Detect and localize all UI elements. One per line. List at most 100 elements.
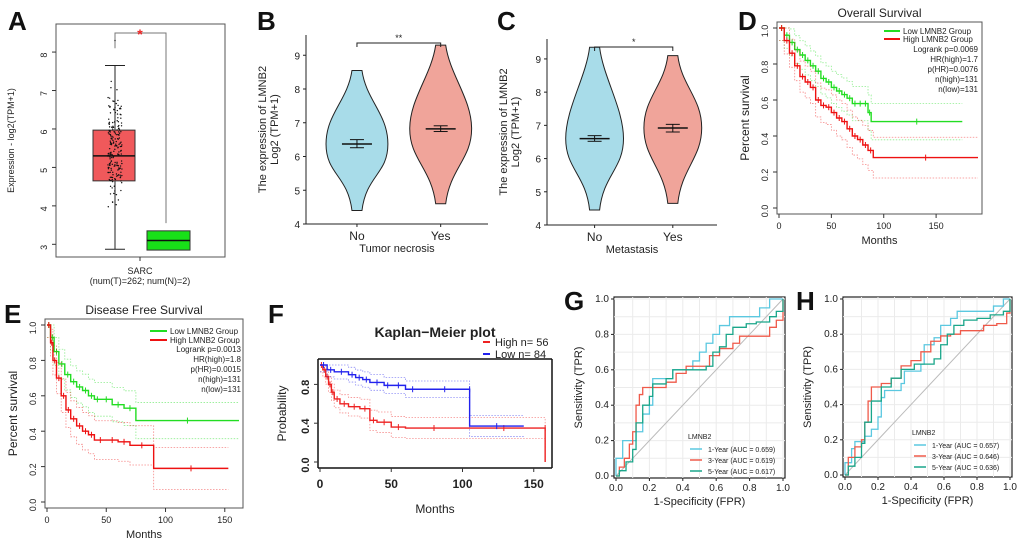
jitter-point [109, 112, 112, 114]
violin-yes [409, 44, 473, 205]
jitter-point [121, 174, 123, 177]
km-curve-low [47, 324, 239, 422]
jitter-point [109, 152, 112, 154]
jitter-point [108, 147, 111, 150]
jitter-point [118, 132, 121, 134]
confidence-band-lower [47, 336, 229, 490]
jitter-point [114, 161, 116, 164]
x-tick-label: 50 [101, 515, 111, 525]
y-tick-label: 0.0 [300, 457, 312, 472]
jitter-point [121, 168, 123, 170]
y-tick-label: 8 [535, 88, 541, 99]
jitter-point [116, 163, 118, 165]
stat-label: Logrank p=0.0013 [176, 345, 241, 354]
jitter-point [109, 106, 111, 108]
jitter-point [110, 179, 112, 182]
y-tick-label: 0.8 [824, 329, 838, 340]
x-tick-label: 100 [158, 515, 173, 525]
stat-label: n(high)=131 [198, 375, 241, 384]
jitter-point [115, 193, 118, 196]
jitter-point [110, 167, 112, 170]
y-tick-label: 8 [294, 85, 300, 96]
jitter-point [113, 185, 116, 187]
jitter-point [108, 164, 111, 166]
panel-label-c: C [497, 6, 516, 36]
jitter-point [119, 165, 122, 167]
jitter-point [107, 206, 109, 208]
legend-label: High LMNB2 Group [903, 35, 973, 44]
jitter-point [115, 143, 117, 145]
x-tick-label: 100 [452, 477, 472, 491]
y-tick-label: 0.2 [824, 435, 838, 446]
jitter-point [115, 102, 118, 105]
jitter-point [118, 143, 120, 146]
jitter-point [111, 138, 113, 140]
jitter-point [109, 171, 111, 173]
significance-marker: * [632, 37, 636, 47]
panel-d-km: 0 50 100 150 0.0 0.2 0.4 0.6 0.8 1.0 Overall Survi… [738, 6, 983, 247]
stat-label: n(high)=131 [935, 75, 978, 84]
panel-label-a: A [8, 6, 27, 36]
jitter-point [120, 145, 123, 148]
jitter-point [109, 153, 111, 156]
y-tick-label: 4 [39, 206, 49, 211]
jitter-point [117, 199, 120, 201]
roc-curve-2 [616, 299, 784, 477]
x-tick-label: No [587, 230, 603, 244]
y-tick-label: 7 [39, 91, 49, 96]
roc-curve-2 [845, 299, 1011, 476]
stat-label: p(HR)=0.0076 [928, 65, 979, 74]
jitter-point [111, 127, 114, 129]
legend-label: 5-Year (AUC = 0.636) [932, 465, 999, 472]
panel-label-g: G [564, 286, 584, 316]
jitter-point [107, 166, 110, 169]
diagonal-reference [844, 298, 1011, 476]
jitter-point [120, 160, 123, 162]
x-axis-label: Months [861, 235, 898, 247]
y-tick-label: 0.0 [824, 470, 838, 481]
legend-label: 1-Year (AUC = 0.659) [708, 447, 775, 454]
x-tick-label: 50 [826, 221, 836, 231]
jitter-point [109, 130, 111, 132]
y-axis-label-2: Log2 (TPM+1) [269, 94, 281, 165]
jitter-point [107, 96, 109, 99]
jitter-point [113, 150, 115, 152]
panel-a-boxplot: 3 4 5 6 7 8 Expression - log2(TPM+1) * SARC(num(… [6, 23, 226, 286]
confidence-band-upper [47, 324, 229, 448]
x-tick-label: 0 [776, 221, 781, 231]
jitter-point [116, 129, 118, 131]
x-tick-label: 1.0 [1003, 482, 1017, 493]
stat-label: n(low)=131 [938, 85, 978, 94]
y-tick-label: 0.2 [760, 169, 770, 182]
jitter-point [120, 105, 122, 107]
significance-marker: ** [395, 33, 403, 43]
x-tick-label: Yes [663, 230, 683, 244]
y-tick-label: 0.6 [824, 364, 838, 375]
jitter-point [118, 137, 121, 139]
jitter-point [109, 185, 112, 188]
x-tick-label: 0.2 [642, 483, 656, 494]
jitter-point [115, 173, 118, 175]
km-curve-high [320, 364, 546, 462]
legend-label: Low n= 84 [495, 349, 546, 361]
jitter-point [116, 113, 119, 115]
jitter-point [113, 131, 115, 133]
jitter-point [109, 163, 111, 165]
jitter-point [117, 169, 119, 171]
panel-label-b: B [257, 6, 276, 36]
x-axis-label: Months [126, 529, 163, 541]
panel-label-f: F [268, 299, 284, 329]
x-tick-label: SARC [127, 266, 153, 276]
jitter-point [113, 192, 115, 195]
y-tick-label: 0.4 [760, 133, 770, 146]
significance-marker: * [137, 26, 143, 42]
y-tick-label: 0.8 [595, 329, 609, 340]
jitter-point [113, 121, 116, 123]
jitter-point [120, 141, 122, 143]
jitter-point [112, 126, 115, 129]
x-tick-label: Yes [431, 229, 451, 243]
x-tick-label: 150 [524, 477, 544, 491]
jitter-point [110, 176, 113, 179]
jitter-point [115, 175, 118, 177]
